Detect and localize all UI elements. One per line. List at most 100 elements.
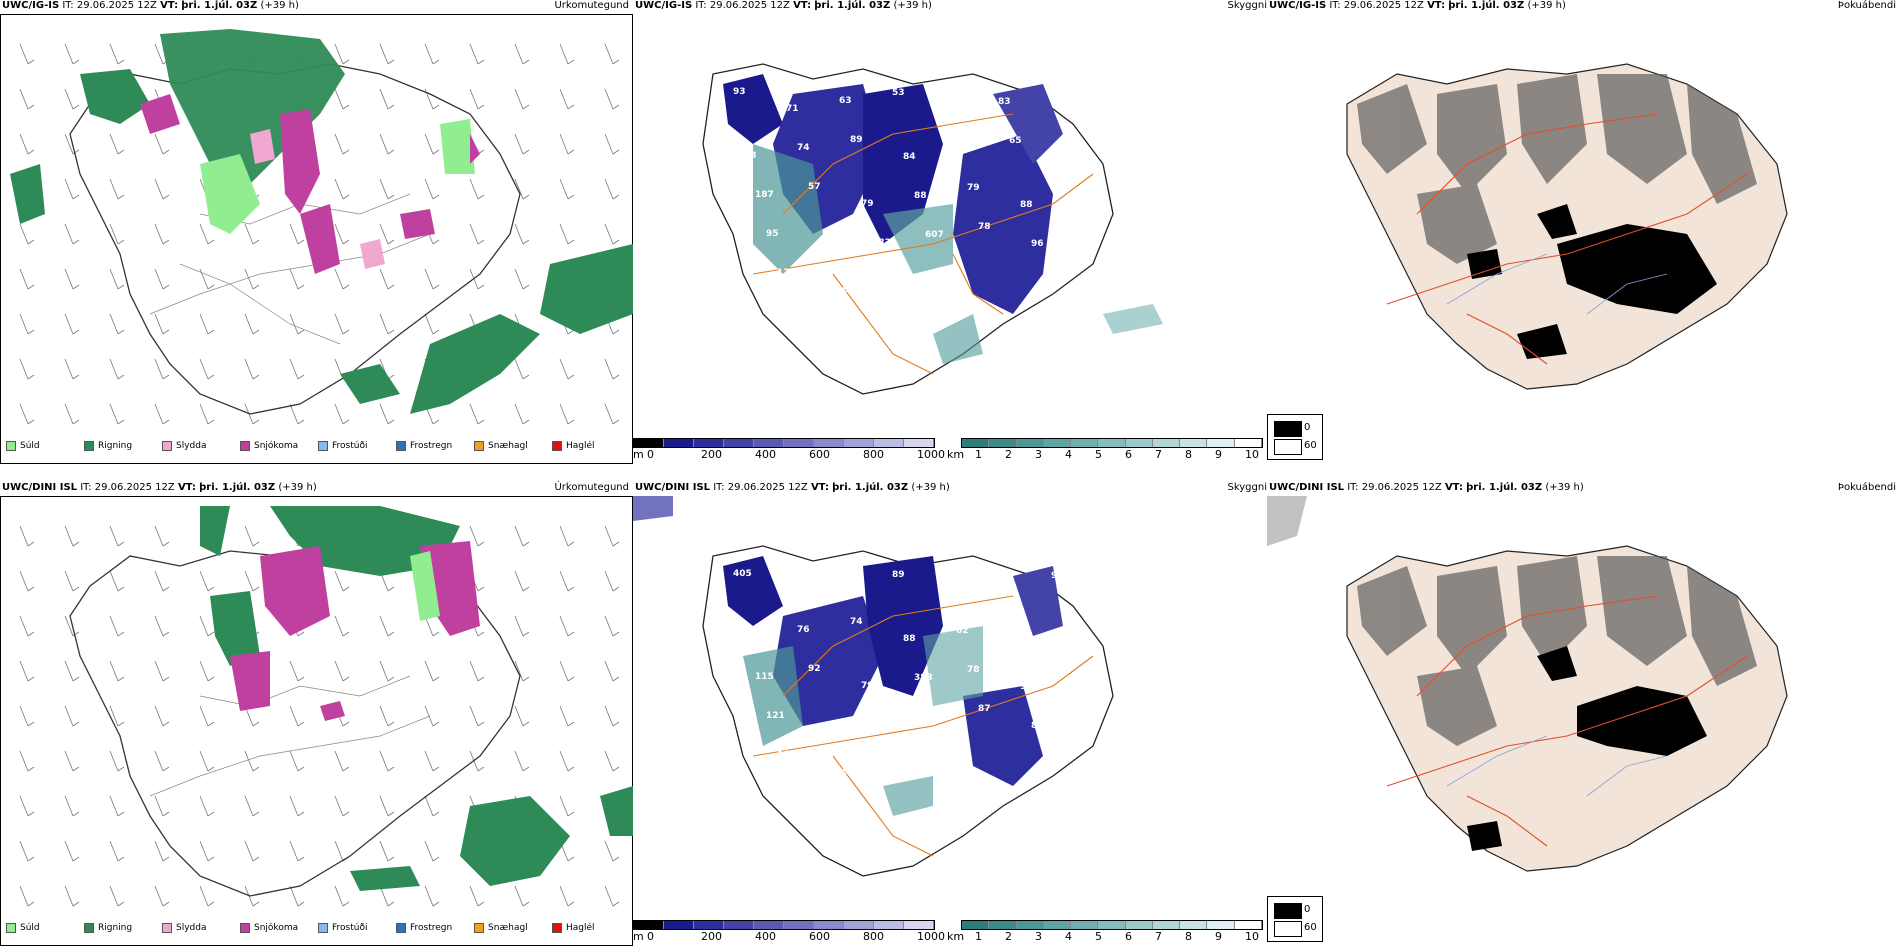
wind-barb <box>64 43 74 65</box>
wind-barb <box>109 750 119 772</box>
colorbar-cell <box>1152 439 1181 447</box>
colorbar-cell <box>1180 921 1208 929</box>
legend-swatch <box>162 923 172 933</box>
wind-barb <box>334 840 344 862</box>
colorbar-tick: 5 <box>1095 448 1102 461</box>
wind-barb <box>64 133 74 155</box>
wind-barb <box>19 795 29 817</box>
cloud-base-label: 62 <box>956 626 969 636</box>
colorbar-tick: 6 <box>1125 930 1132 943</box>
colorbar-tick: 8 <box>1185 930 1192 943</box>
roads <box>752 113 1094 375</box>
wind-barb <box>19 358 29 380</box>
wind-barb <box>559 88 569 110</box>
cloud-base-label: 88 <box>903 634 916 644</box>
wind-barb <box>19 885 29 907</box>
wind-barb <box>19 403 29 425</box>
legend-item: Frostregn <box>396 441 452 451</box>
cloud-base-label: 66 <box>744 633 757 643</box>
wind-barb <box>244 570 254 592</box>
cloud-base-label: 69 <box>1084 231 1097 241</box>
precip-panel-bottom: UWC/DINI ISL IT: 29.06.2025 12Z VT: þri.… <box>0 482 633 946</box>
wind-barb <box>379 268 389 290</box>
wind-barb <box>559 223 569 245</box>
cloud-base-label: 88 <box>1062 153 1075 163</box>
cloud-base-label: 76 <box>797 625 810 635</box>
cloud-map-bottom: 405 107 58 89 103 83 99 66 76 74 88 62 104 272 115 92 79… <box>633 496 1267 916</box>
colorbar-cell <box>874 921 904 929</box>
wind-barb <box>424 750 434 772</box>
colorbar-tick: 600 <box>809 448 830 461</box>
wind-barb <box>64 268 74 290</box>
colorbar-cell <box>1207 921 1235 929</box>
wind-barb <box>199 358 209 380</box>
colorbar-tick: 0 <box>647 448 654 461</box>
colorbar-cell <box>1180 439 1208 447</box>
panel-title: UWC/IG-IS IT: 29.06.2025 12Z VT: þri. 1.… <box>2 0 299 11</box>
precip-areas <box>10 29 633 414</box>
wind-barb <box>19 615 29 637</box>
colorbar-cell <box>1043 921 1072 929</box>
wind-barb <box>109 268 119 290</box>
colorbar-tick: 2 <box>1005 448 1012 461</box>
wind-barb <box>604 840 614 862</box>
cloud-base-label: 78 <box>978 222 991 232</box>
wind-barb <box>514 525 524 547</box>
wind-barb <box>109 403 119 425</box>
cloud-base-label: 383 <box>914 673 933 683</box>
legend-swatch <box>240 923 250 933</box>
wind-barb <box>424 178 434 200</box>
wind-barb <box>424 43 434 65</box>
wind-barb <box>379 313 389 335</box>
wind-barb <box>469 223 479 245</box>
wind-barb <box>64 403 74 425</box>
wind-barb <box>199 403 209 425</box>
wind-barb <box>289 358 299 380</box>
fog-value-0: 0 <box>1304 422 1311 433</box>
wind-barb <box>109 358 119 380</box>
cloud-base-label: 89 <box>850 135 863 145</box>
cloud-base-label: 17 <box>777 268 790 278</box>
cloud-base-label: 95 <box>766 229 779 239</box>
wind-barb <box>289 660 299 682</box>
wind-barb <box>604 133 614 155</box>
cloud-base-label: 99 <box>1020 682 1033 692</box>
wind-barb <box>514 750 524 772</box>
wind-barb <box>109 525 119 547</box>
precip-panel-top: UWC/IG-IS IT: 29.06.2025 12Z VT: þri. 1.… <box>0 0 633 464</box>
wind-barb <box>19 88 29 110</box>
cloud-base-label: 135 <box>1084 713 1103 723</box>
precip-legend: Súld Rigning Slydda Snjókoma Frostúði Frostre… <box>6 441 626 455</box>
wind-barb <box>469 660 479 682</box>
panel-label-fog: Þokuábendi <box>1837 0 1896 11</box>
cloud-base-label: 107 <box>786 586 805 596</box>
legend-label: Haglél <box>566 441 595 451</box>
wind-barb <box>154 750 164 772</box>
cloud-base-label: 96 <box>1031 239 1044 249</box>
legend-swatch <box>396 441 406 451</box>
wind-barb <box>379 403 389 425</box>
colorbar-tick: 8 <box>1185 448 1192 461</box>
wind-barb <box>64 358 74 380</box>
wind-barb <box>514 358 524 380</box>
wind-barb <box>604 43 614 65</box>
legend-label: Rigning <box>98 923 133 933</box>
wind-barb <box>604 885 614 907</box>
wind-barb <box>379 795 389 817</box>
colorbar-cell <box>724 921 754 929</box>
cloud-base-label: 82 <box>1031 721 1044 731</box>
colorbar-cell <box>664 921 694 929</box>
wind-barb <box>64 223 74 245</box>
colorbar-cell <box>814 921 844 929</box>
legend-label: Slydda <box>176 441 207 451</box>
wind-barb <box>469 403 479 425</box>
wind-barb <box>604 660 614 682</box>
cloud-base-label: 115 <box>755 672 774 682</box>
wind-barb <box>64 178 74 200</box>
wind-barb <box>469 178 479 200</box>
wind-barb <box>244 525 254 547</box>
wind-barb <box>604 750 614 772</box>
wind-barb <box>154 313 164 335</box>
wind-barb <box>154 615 164 637</box>
wind-barb <box>19 525 29 547</box>
